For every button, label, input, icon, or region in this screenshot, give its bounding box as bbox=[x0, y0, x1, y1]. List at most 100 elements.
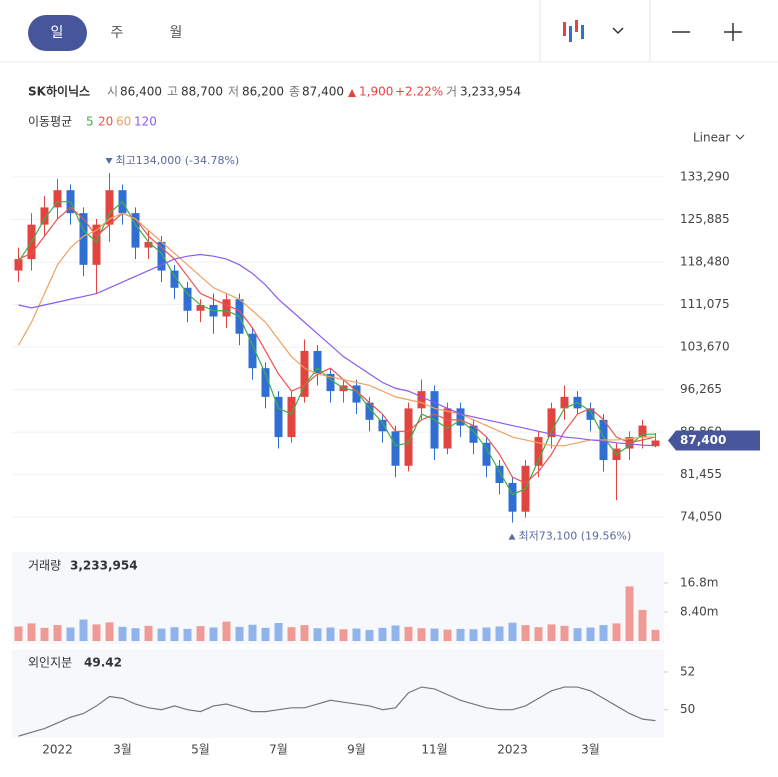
x-tick-label: 2022 bbox=[42, 743, 73, 757]
volume-bar bbox=[105, 622, 114, 641]
volume-bar bbox=[274, 623, 283, 641]
volume-bar bbox=[417, 628, 426, 641]
volume-bar bbox=[443, 629, 452, 641]
tab-day[interactable]: 일 bbox=[51, 25, 64, 41]
volume-bar bbox=[27, 623, 36, 641]
candle-body bbox=[378, 419, 387, 432]
candle-body bbox=[313, 350, 322, 374]
label: 고 bbox=[167, 85, 178, 99]
candle-body bbox=[222, 299, 231, 317]
volume-bar bbox=[469, 629, 478, 641]
foreign-panel bbox=[12, 650, 664, 738]
candle-body bbox=[534, 437, 543, 466]
volume-bar bbox=[378, 627, 387, 641]
candle-body bbox=[248, 333, 257, 369]
candle-body bbox=[365, 402, 374, 420]
change-pct: +2.22% bbox=[395, 85, 443, 99]
y-tick-label: 96,265 bbox=[680, 382, 722, 396]
max-annotation: 최고134,000 (-34.78%) bbox=[116, 154, 240, 167]
candle-body bbox=[560, 396, 569, 409]
candle-body bbox=[326, 373, 335, 392]
candle-body bbox=[196, 305, 205, 311]
volume-bar bbox=[404, 626, 413, 641]
volume-bar bbox=[391, 625, 400, 641]
x-tick-label: 7월 bbox=[269, 743, 288, 757]
volume-bar bbox=[573, 628, 582, 641]
value: 87,400 bbox=[302, 85, 344, 99]
value: 86,400 bbox=[120, 85, 162, 99]
volume-bar bbox=[118, 626, 127, 641]
candle-body bbox=[274, 396, 283, 438]
y-tick-label: 103,670 bbox=[680, 340, 730, 354]
y-tick-label: 74,050 bbox=[680, 510, 722, 524]
volume-bar bbox=[612, 623, 621, 641]
candle-body bbox=[300, 350, 309, 397]
last-price-label: 87,400 bbox=[680, 433, 726, 447]
y-tick-label: 133,290 bbox=[680, 170, 730, 184]
x-tick-label: 3월 bbox=[113, 743, 132, 757]
value: 86,200 bbox=[242, 85, 284, 99]
candle-body bbox=[40, 207, 49, 225]
candle-body bbox=[456, 408, 465, 426]
volume-bar bbox=[560, 625, 569, 641]
volume-bar bbox=[638, 609, 647, 641]
volume-bar bbox=[183, 628, 192, 641]
y-tick-label: 8.40m bbox=[680, 604, 718, 618]
stock-name: SK하이닉스 bbox=[28, 84, 90, 99]
max-marker bbox=[105, 157, 113, 164]
x-tick-label: 2023 bbox=[497, 743, 528, 757]
y-tick-label: 52 bbox=[680, 664, 695, 678]
candle-body bbox=[391, 431, 400, 466]
tab-month[interactable]: 월 bbox=[170, 25, 183, 41]
volume-bar bbox=[235, 626, 244, 641]
volume-bar bbox=[248, 624, 257, 641]
x-tick-label: 9월 bbox=[347, 743, 366, 757]
candle-body bbox=[287, 396, 296, 438]
candle-body bbox=[638, 425, 647, 438]
y-tick-label: 125,885 bbox=[680, 212, 730, 226]
last-price-badge bbox=[668, 430, 760, 451]
tab-week[interactable]: 주 bbox=[111, 25, 124, 41]
candle-body bbox=[508, 482, 517, 512]
volume-bar bbox=[157, 628, 166, 641]
min-annotation: 최저73,100 (19.56%) bbox=[519, 530, 632, 543]
tab-active[interactable] bbox=[28, 15, 87, 51]
volume-bar bbox=[547, 624, 556, 641]
volume-bar bbox=[534, 627, 543, 641]
label: 거 bbox=[446, 85, 457, 99]
x-tick-label: 3월 bbox=[581, 743, 600, 757]
candle-body bbox=[495, 465, 504, 483]
candle-body bbox=[261, 368, 270, 397]
volume-bar bbox=[53, 625, 62, 641]
candle-body bbox=[651, 440, 660, 447]
volume-bar bbox=[521, 625, 530, 641]
volume-bar bbox=[430, 628, 439, 641]
candle-body bbox=[144, 241, 153, 248]
label: 시 bbox=[107, 85, 118, 99]
volume-bar bbox=[209, 627, 218, 641]
volume-bar bbox=[131, 628, 140, 641]
volume-bar bbox=[599, 625, 608, 641]
candle-body bbox=[183, 287, 192, 311]
legend-entry: 20 bbox=[98, 115, 113, 129]
chart-type-icon[interactable] bbox=[563, 20, 624, 42]
zoom-in[interactable] bbox=[724, 23, 742, 41]
volume-bar bbox=[170, 627, 179, 641]
candle-body bbox=[105, 190, 114, 225]
up-arrow bbox=[348, 89, 356, 97]
volume-bar bbox=[261, 627, 270, 641]
ma-line bbox=[17, 200, 656, 496]
chevron[interactable] bbox=[735, 134, 745, 140]
volume-bar bbox=[326, 627, 335, 641]
candle-body bbox=[404, 408, 413, 466]
volume-bar bbox=[144, 625, 153, 641]
candle-body bbox=[352, 385, 361, 403]
volume-bar bbox=[300, 625, 309, 641]
candle-body bbox=[417, 391, 426, 409]
value: 88,700 bbox=[181, 85, 223, 99]
volume-bar bbox=[222, 621, 231, 641]
scale-toggle[interactable]: Linear bbox=[693, 131, 730, 145]
volume-bar bbox=[92, 624, 101, 641]
volume-bar bbox=[625, 586, 634, 641]
candle-body bbox=[170, 270, 179, 288]
